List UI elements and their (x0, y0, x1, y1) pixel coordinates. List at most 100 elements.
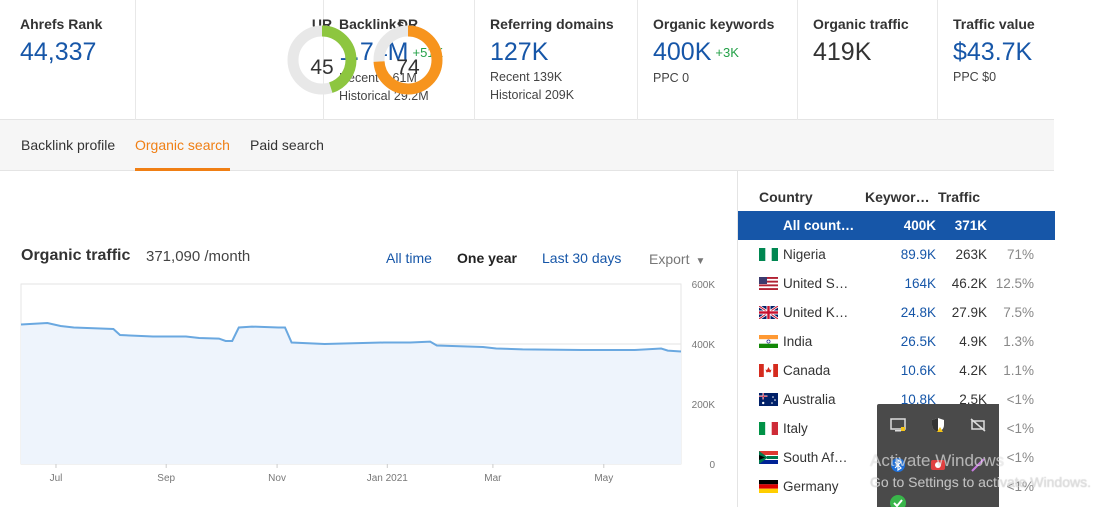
traffic-line (20, 321, 682, 353)
metric-value: 419K (813, 38, 872, 66)
chart-title: Organic traffic (21, 247, 131, 264)
check-icon[interactable] (889, 494, 907, 507)
country-traffic: 46.2K (951, 276, 987, 291)
country-keywords[interactable]: 24.8K (900, 305, 936, 320)
metric-value[interactable]: 44,337 (20, 38, 97, 66)
country-keywords[interactable]: 10.6K (900, 363, 936, 378)
range-one-year[interactable]: One year (457, 250, 517, 266)
x-tick-label: Nov (268, 473, 286, 484)
metric-gauges: UR 45 DR 74 (136, 0, 443, 120)
y-tick-label: 400K (692, 340, 716, 351)
flag-it-icon (759, 422, 778, 435)
country-row[interactable]: India 26.5K 4.9K 1.3% (738, 327, 1055, 356)
country-traffic-share: <1% (1006, 450, 1034, 465)
country-traffic-share: <1% (1006, 392, 1034, 407)
country-traffic-share: 7.5% (1003, 305, 1034, 320)
country-traffic: 2.5K (959, 392, 987, 407)
country-traffic: 371K (954, 218, 987, 233)
tab-organic-search[interactable]: Organic search (135, 120, 230, 171)
metric-ahrefs-rank: Ahrefs Rank 44,337 (0, 0, 136, 120)
range-all-time[interactable]: All time (386, 250, 432, 266)
country-name: Canada (783, 363, 831, 378)
pen-icon[interactable] (969, 456, 987, 474)
tab-backlink-profile[interactable]: Backlink profile (21, 137, 116, 153)
header-traffic[interactable]: Traffic (938, 189, 981, 205)
country-traffic-share: <1% (1006, 421, 1034, 436)
flag-de-icon (759, 480, 778, 493)
flag-us-icon (759, 277, 778, 290)
flag-in-icon (759, 335, 778, 348)
country-row[interactable]: Germany <1% (738, 472, 1055, 501)
country-row[interactable]: United K… 24.8K 27.9K 7.5% (738, 298, 1055, 327)
country-keywords[interactable]: 89.9K (900, 247, 936, 262)
metric-label: Backlinks (339, 16, 405, 32)
x-tick-label: Sep (157, 473, 175, 484)
country-name: South Af… (783, 450, 848, 465)
country-traffic-share: 71% (1006, 247, 1034, 262)
ref-historical: Historical 209K (490, 88, 575, 102)
traffic-area (21, 323, 681, 464)
country-keywords[interactable]: 26.5K (900, 334, 936, 349)
country-row[interactable]: Nigeria 89.9K 263K 71% (738, 240, 1055, 269)
record-icon[interactable] (929, 456, 947, 474)
network-off-icon[interactable] (969, 416, 987, 434)
system-tray-popup (877, 404, 999, 507)
metric-label: Traffic value (953, 16, 1035, 32)
header-keywords[interactable]: Keywor… (865, 189, 930, 205)
country-name: India (783, 334, 813, 349)
country-name: Italy (783, 421, 808, 436)
export-button[interactable]: Export ▼ (649, 251, 705, 267)
dr-arc (373, 25, 443, 95)
activate-windows-title: Activate Windows (870, 451, 1005, 470)
activate-windows-subtitle: Go to Settings to activate Windows. (870, 474, 1091, 490)
flag-za-icon (759, 451, 778, 464)
flag-gb-icon (759, 306, 778, 319)
country-row[interactable]: South Af… <1% (738, 443, 1055, 472)
country-traffic-share: 1.3% (1003, 334, 1034, 349)
country-row[interactable]: Italy <1% (738, 414, 1055, 443)
chevron-down-icon: ▼ (695, 256, 706, 267)
metric-label: Organic keywords (653, 16, 775, 32)
dr-ring (373, 25, 443, 95)
country-row[interactable]: Canada 10.6K 4.2K 1.1% (738, 356, 1055, 385)
country-traffic-share: 1.1% (1003, 363, 1034, 378)
country-name: Germany (783, 479, 839, 494)
tab-paid-search[interactable]: Paid search (250, 137, 324, 153)
metric-value[interactable]: $43.7K (953, 38, 1033, 66)
metrics-bar: Ahrefs Rank 44,337 UR 45 DR 74 Backlinks… (0, 0, 1054, 120)
security-shield-icon[interactable] (929, 416, 947, 434)
range-last-30-days[interactable]: Last 30 days (542, 250, 622, 266)
monitor-icon[interactable] (889, 416, 907, 434)
country-keywords[interactable]: 400K (903, 218, 936, 233)
country-keywords[interactable]: 164K (904, 276, 936, 291)
metric-label: Referring domains (490, 16, 614, 32)
bluetooth-icon[interactable] (889, 456, 907, 474)
keywords-value[interactable]: 400K (653, 38, 712, 66)
country-keywords[interactable]: 10.8K (900, 392, 936, 407)
ur-ring (287, 25, 357, 95)
header-country[interactable]: Country (759, 189, 813, 205)
metric-referring-domains: Referring domains 127K Recent 139K Histo… (475, 0, 638, 120)
country-row-all[interactable]: All count… 400K 371K (738, 211, 1055, 240)
country-row[interactable]: Australia 10.8K 2.5K <1% (738, 385, 1055, 414)
ur-arc (287, 25, 357, 95)
ref-recent: Recent 139K (490, 70, 563, 84)
export-label: Export (649, 251, 690, 267)
country-traffic: 4.2K (959, 363, 987, 378)
metric-label: Organic traffic (813, 16, 909, 32)
organic-traffic-chart[interactable]: 600K 400K 200K 0 Jul Sep Nov Jan 2021 Mar May (0, 280, 735, 490)
country-row[interactable]: United S… 164K 46.2K 12.5% (738, 269, 1055, 298)
y-tick-label: 0 (709, 460, 715, 471)
metric-value[interactable]: 127K (490, 38, 549, 66)
y-tick-label: 600K (692, 280, 716, 291)
dr-value: 74 (396, 56, 420, 79)
chart-subtitle: 371,090 /month (146, 248, 251, 265)
metric-label: Ahrefs Rank (20, 16, 103, 32)
section-tabs: Backlink profile Organic search Paid sea… (0, 120, 1054, 171)
x-tick-label: May (594, 473, 613, 484)
country-name: Australia (783, 392, 836, 407)
country-name: United S… (783, 276, 849, 291)
country-traffic-share: 12.5% (995, 276, 1034, 291)
ur-value: 45 (310, 56, 334, 79)
keywords-delta: +3K (715, 45, 739, 60)
